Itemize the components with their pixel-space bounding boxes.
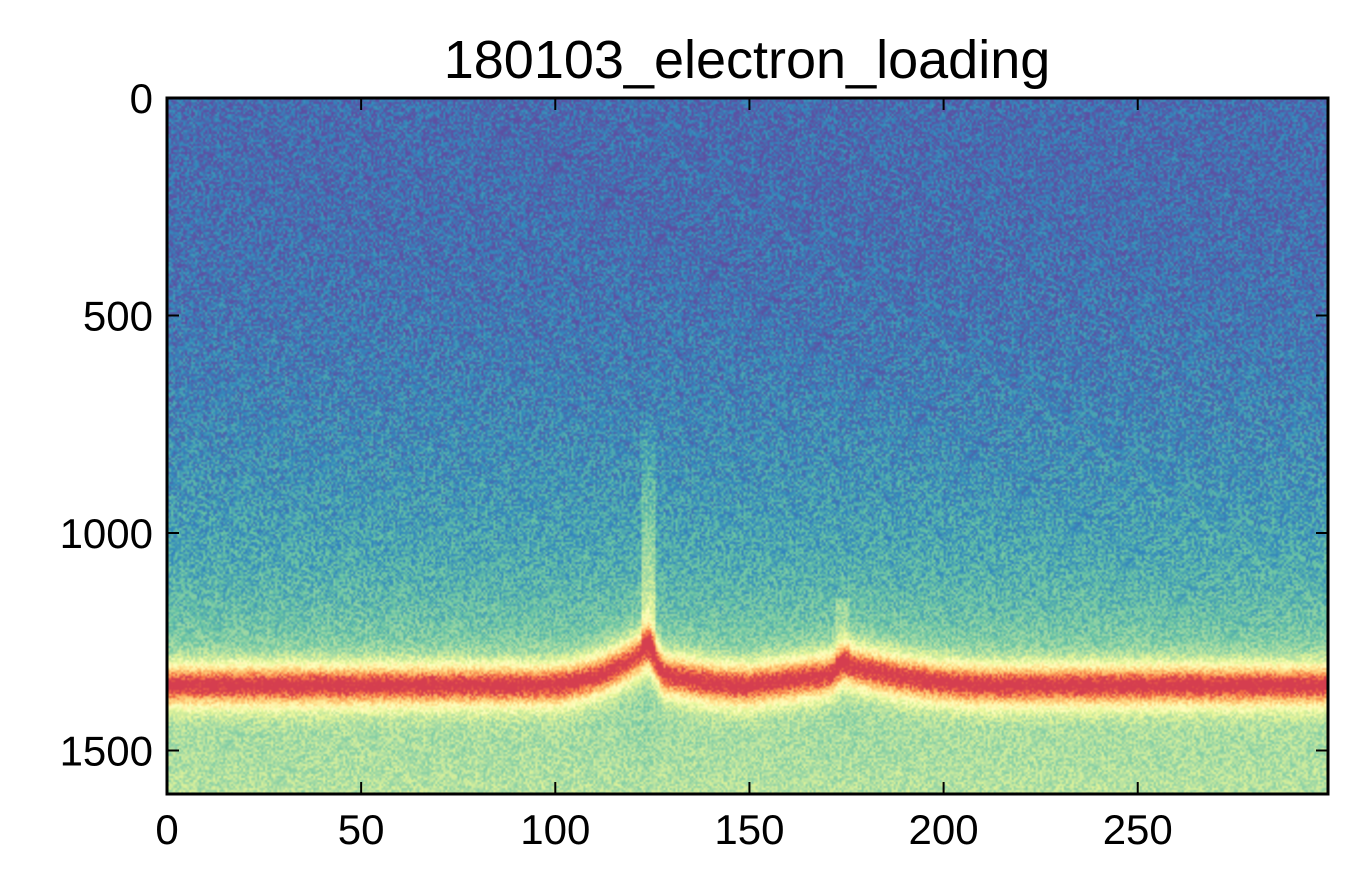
x-tick-label: 100 xyxy=(520,806,590,853)
chart-title: 180103_electron_loading xyxy=(444,30,1051,90)
y-tick-label: 1500 xyxy=(60,728,153,775)
x-axis: 0 50 100 150 200 250 xyxy=(155,98,1173,853)
heatmap-image xyxy=(167,98,1328,794)
heatmap-raster xyxy=(167,98,1328,794)
y-tick-label: 500 xyxy=(83,293,153,340)
x-tick-label: 0 xyxy=(155,806,178,853)
x-tick-label: 250 xyxy=(1103,806,1173,853)
x-tick-label: 50 xyxy=(338,806,385,853)
x-tick-label: 200 xyxy=(909,806,979,853)
y-tick-label: 1000 xyxy=(60,510,153,557)
x-tick-label: 150 xyxy=(714,806,784,853)
y-axis: 0 500 1000 1500 xyxy=(60,75,1328,775)
plot-frame xyxy=(165,96,1330,796)
y-tick-label: 0 xyxy=(130,75,153,122)
